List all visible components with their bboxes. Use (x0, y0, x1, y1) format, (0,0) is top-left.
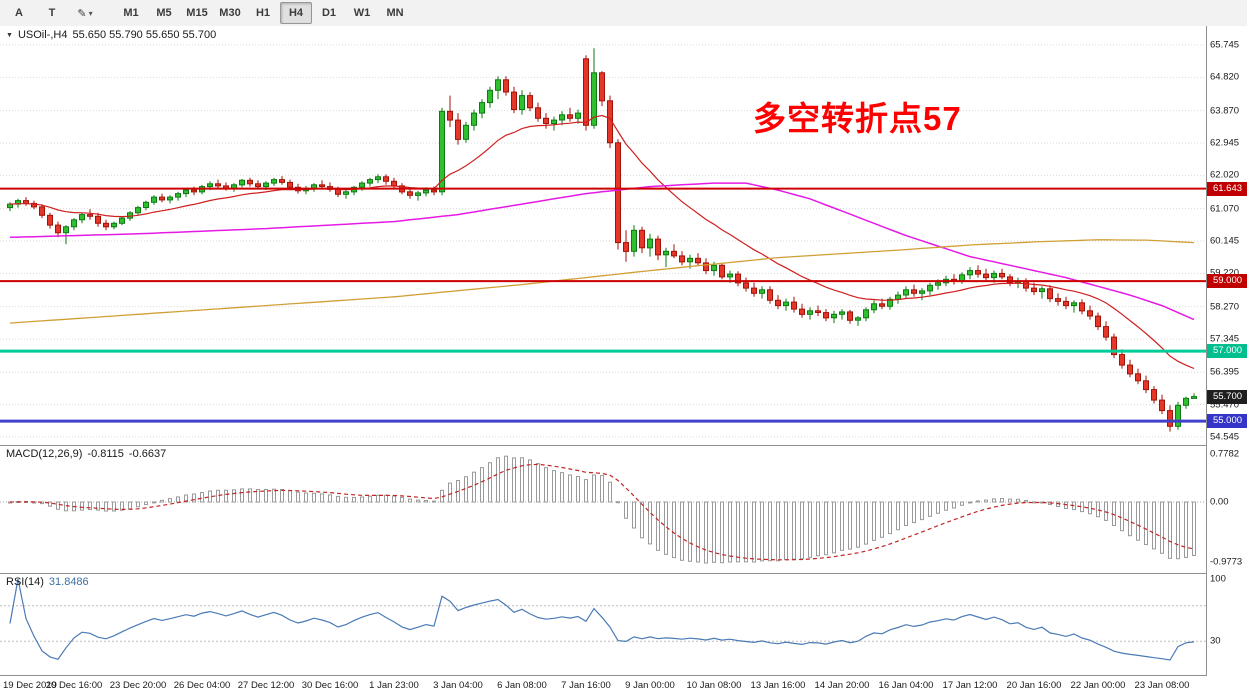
pencil-icon: ✎ (77, 7, 87, 20)
timeframe-button-M30[interactable]: M30 (219, 7, 241, 19)
timeframe-button-MN[interactable]: MN (386, 7, 404, 19)
timeframe-toolbar: M1 M5 M15 M30 H1 H4 D1 W1 MN (115, 2, 411, 24)
chart-collapse-icon[interactable]: ▼ (6, 31, 13, 39)
time-axis-label: 9 Jan 00:00 (625, 680, 675, 691)
time-axis-label: 19 Dec 2019 (3, 680, 57, 691)
axis-tick-label: 62.945 (1210, 137, 1240, 149)
axis-tick-label: 65.745 (1210, 39, 1240, 51)
axis-tick-label: 59.220 (1207, 268, 1247, 279)
toolbar-separator (102, 0, 114, 26)
macd-value-signal: -0.6637 (128, 448, 167, 460)
toolbar: A T ✎ ▾ M1 M5 M15 M30 H1 H4 D1 W1 MN (0, 0, 1247, 27)
chart-ohlc-values: 55.650 55.790 55.650 55.700 (72, 29, 217, 41)
rsi-chart-svg[interactable] (0, 574, 1206, 675)
time-axis-label: 17 Jan 12:00 (942, 680, 998, 691)
axis-tick-label: 30 (1210, 635, 1221, 647)
axis-tick-label: 54.545 (1210, 431, 1240, 443)
timeframe-button-H4[interactable]: H4 (280, 2, 312, 24)
macd-header: MACD(12,26,9) -0.8115 -0.6637 (6, 448, 166, 460)
axis-tick-label: 0.7782 (1210, 448, 1240, 460)
time-axis-label: 23 Dec 20:00 (109, 680, 167, 691)
time-axis-label: 20 Dec 16:00 (45, 680, 103, 691)
time-axis-label: 6 Jan 08:00 (497, 680, 547, 691)
time-axis-label: 27 Dec 12:00 (237, 680, 295, 691)
rsi-panel: RSI(14) 31.8486 (0, 574, 1206, 675)
price-annotation-text[interactable]: 多空转折点57 (753, 100, 962, 137)
price-level-badge: 59.000 (1207, 274, 1247, 289)
axis-tick-label: 61.070 (1210, 203, 1240, 215)
rsi-value: 31.8486 (48, 576, 89, 588)
axis-tick-label: 60.145 (1210, 235, 1240, 247)
chart-symbol-title: USOil-,H4 (17, 29, 68, 41)
time-axis-label: 14 Jan 20:00 (814, 680, 870, 691)
timeframe-button-M15[interactable]: M15 (186, 7, 208, 19)
chart-header: ▼ USOil-,H4 55.650 55.790 55.650 55.700 (6, 29, 216, 41)
axis-tick-label: 0.00 (1210, 496, 1229, 508)
rsi-header: RSI(14) 31.8486 (6, 576, 89, 588)
axis-tick-label: 58.270 (1210, 301, 1240, 313)
time-axis-label: 26 Dec 04:00 (173, 680, 231, 691)
time-axis-label: 1 Jan 23:00 (369, 680, 419, 691)
timeframe-button-D1[interactable]: D1 (321, 7, 337, 19)
timeframe-button-M5[interactable]: M5 (156, 7, 172, 19)
axis-tick-label: 64.820 (1210, 71, 1240, 83)
macd-value-main: -0.8115 (87, 448, 124, 460)
time-axis[interactable]: 19 Dec 2019 20 Dec 16:00 23 Dec 20:00 26 De… (0, 676, 1247, 696)
macd-label: MACD(12,26,9) (6, 448, 83, 460)
axis-tick-label: 57.345 (1210, 333, 1240, 345)
price-level-badge: 61.643 (1207, 181, 1247, 196)
time-axis-label: 16 Jan 04:00 (878, 680, 934, 691)
price-level-badge: 57.000 (1207, 344, 1247, 359)
rsi-label: RSI(14) (6, 576, 44, 588)
price-level-badge: 55.000 (1207, 414, 1247, 429)
time-axis-label: 30 Dec 16:00 (301, 680, 359, 691)
timeframe-button-H1[interactable]: H1 (255, 7, 271, 19)
timeframe-button-M1[interactable]: M1 (123, 7, 139, 19)
axis-tick-label: 62.020 (1210, 169, 1240, 181)
drawing-tools-dropdown[interactable]: ✎ ▾ (69, 2, 101, 24)
time-axis-label: 22 Jan 00:00 (1070, 680, 1126, 691)
timeframe-button-W1[interactable]: W1 (353, 7, 371, 19)
time-axis-label: 7 Jan 16:00 (561, 680, 611, 691)
axis-tick-label: 56.395 (1210, 366, 1240, 378)
main-chart-panel: ▼ USOil-,H4 55.650 55.790 55.650 55.700 … (0, 26, 1206, 445)
time-axis-label: 3 Jan 04:00 (433, 680, 483, 691)
text-tool-button[interactable]: T (48, 7, 56, 19)
macd-panel: MACD(12,26,9) -0.8115 -0.6637 (0, 446, 1206, 573)
axis-tick-label: 63.870 (1210, 105, 1240, 117)
annotations-button[interactable]: A (15, 7, 23, 19)
panel-resize-handle[interactable] (0, 445, 1247, 446)
axis-tick-label: -0.9773 (1210, 556, 1243, 568)
axis-tick-label: 100 (1210, 573, 1226, 585)
time-axis-label: 13 Jan 16:00 (750, 680, 806, 691)
axis-tick-label: 55.470 (1210, 399, 1240, 411)
time-axis-label: 10 Jan 08:00 (686, 680, 742, 691)
time-axis-label: 23 Jan 08:00 (1134, 680, 1190, 691)
price-axis-column[interactable]: 65.745 64.820 63.870 62.945 62.020 61.070 60.1… (1206, 26, 1247, 676)
price-level-badge: 55.700 (1207, 389, 1247, 404)
time-axis-separator (0, 675, 1247, 676)
price-chart-svg[interactable] (0, 26, 1206, 445)
time-axis-label: 20 Jan 16:00 (1006, 680, 1062, 691)
chevron-down-icon: ▾ (88, 8, 93, 18)
macd-chart-svg[interactable] (0, 446, 1206, 573)
panel-resize-handle[interactable] (0, 573, 1247, 574)
